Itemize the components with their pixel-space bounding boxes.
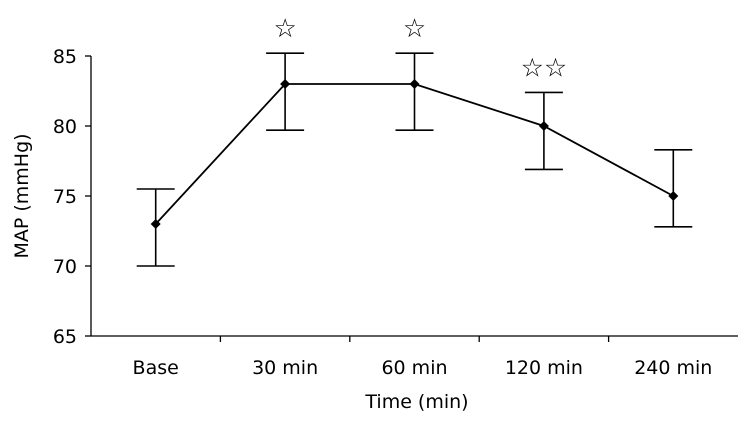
x-tick-label: Base [133, 357, 179, 379]
x-axis-title: Time (min) [364, 391, 468, 413]
y-ticks: 65 70 75 80 85 [53, 46, 91, 348]
data-point-marker [668, 191, 679, 201]
y-axis-title: MAP (mmHg) [11, 133, 33, 258]
data-point-marker [409, 79, 420, 89]
data-point-marker [150, 219, 161, 229]
y-tick-label: 70 [53, 256, 77, 278]
error-bars [136, 52, 693, 267]
x-tick-label: 60 min [381, 357, 447, 379]
y-tick-label: 80 [53, 116, 77, 138]
x-tick-label: 30 min [252, 357, 318, 379]
data-point-marker [280, 79, 291, 89]
data-point-marker [538, 121, 549, 131]
x-tick-label: 240 min [634, 357, 712, 379]
significance-stars: ☆ ☆☆☆ [273, 14, 567, 83]
y-tick-label: 85 [53, 46, 77, 68]
data-markers [150, 79, 679, 229]
significance-star: ☆ [273, 14, 296, 44]
y-tick-label: 75 [53, 186, 77, 208]
significance-star: ☆☆ [521, 53, 568, 83]
x-ticks: Base 30 min 60 min 120 min 240 min [133, 336, 712, 379]
significance-star: ☆ [403, 14, 426, 44]
y-tick-label: 65 [53, 326, 77, 348]
x-tick-label: 120 min [505, 357, 583, 379]
